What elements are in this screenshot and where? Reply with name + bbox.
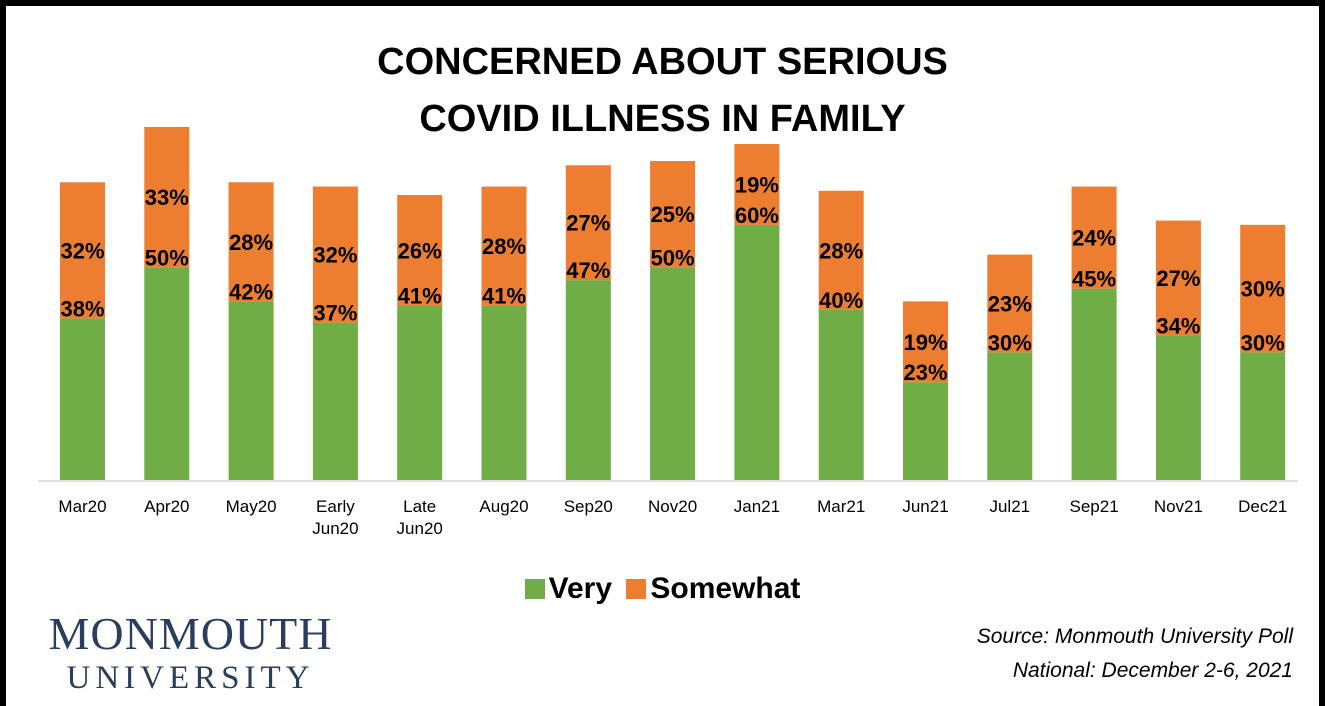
bar-very	[650, 267, 696, 480]
legend-item-somewhat: Somewhat	[626, 572, 800, 606]
category-label: Jul21	[989, 497, 1030, 516]
data-label-somewhat: 24%	[1072, 226, 1116, 251]
source-note: Source: Monmouth University Poll Nationa…	[977, 620, 1293, 688]
category-label: Early Jun20	[312, 497, 358, 538]
bar-somewhat	[397, 195, 443, 306]
data-label-very: 37%	[313, 301, 357, 326]
bar-very	[987, 352, 1033, 480]
bar-very	[312, 322, 358, 480]
data-label-somewhat: 26%	[398, 238, 442, 263]
logo-line-2: UNIVERSITY	[66, 660, 315, 696]
chart-title-line-1: CONCERNED ABOUT SERIOUS	[377, 41, 948, 83]
data-label-very: 41%	[398, 284, 442, 309]
data-label-very: 40%	[819, 288, 863, 313]
data-label-very: 30%	[988, 330, 1032, 355]
category-label: Late Jun20	[397, 497, 443, 538]
data-label-somewhat: 27%	[566, 211, 610, 236]
bar-somewhat	[1071, 186, 1117, 289]
category-label: Sep21	[1070, 497, 1119, 516]
bar-somewhat	[1240, 224, 1286, 353]
bar-very	[734, 224, 780, 480]
data-label-very: 42%	[229, 279, 273, 304]
data-label-very: 23%	[903, 360, 947, 385]
monmouth-university-logo: MONMOUTH UNIVERSITY	[18, 610, 363, 698]
data-label-somewhat: 25%	[651, 202, 695, 227]
category-label: Sep20	[564, 497, 613, 516]
data-label-somewhat: 30%	[1241, 277, 1285, 302]
bar-somewhat	[144, 127, 190, 268]
chart-title-line-2: COVID ILLNESS IN FAMILY	[419, 98, 906, 140]
bar-somewhat	[903, 301, 948, 383]
bar-very	[565, 280, 611, 480]
bar-somewhat	[481, 186, 527, 306]
category-label: Jan21	[734, 497, 780, 516]
data-label-very: 45%	[1072, 267, 1116, 292]
bar-somewhat	[818, 190, 864, 310]
bar-very	[228, 301, 274, 480]
source-line-2: National: December 2-6, 2021	[1012, 659, 1293, 682]
category-label: Jun21	[902, 497, 948, 516]
category-label: Apr20	[144, 497, 189, 516]
category-label: Nov21	[1154, 497, 1203, 516]
data-label-somewhat: 32%	[60, 238, 104, 263]
category-label: Mar20	[58, 497, 106, 516]
data-label-somewhat: 28%	[229, 230, 273, 255]
data-label-very: 50%	[651, 245, 695, 270]
bar-somewhat	[312, 186, 358, 323]
data-label-somewhat: 27%	[1156, 266, 1200, 291]
data-label-somewhat: 28%	[819, 238, 863, 263]
bars-group	[60, 127, 1286, 480]
bar-very	[1071, 288, 1117, 480]
bar-somewhat	[1155, 220, 1201, 336]
category-label: Dec21	[1238, 497, 1287, 516]
bar-somewhat	[565, 165, 611, 281]
data-label-very: 47%	[566, 258, 610, 283]
data-label-very: 34%	[1156, 313, 1200, 338]
bar-somewhat	[650, 161, 696, 268]
bar-very	[144, 267, 190, 480]
bar-somewhat	[228, 182, 274, 302]
data-label-very: 50%	[145, 245, 189, 270]
bar-very	[903, 382, 948, 480]
data-label-somewhat: 19%	[903, 330, 947, 355]
data-label-somewhat: 23%	[988, 292, 1032, 317]
data-labels-group: 38% 32% 50% 33% 42% 28% 37% 32% 41% 26% 41% 28% 47% 2…	[60, 172, 1284, 385]
bar-very	[397, 305, 443, 480]
source-line-1: Source: Monmouth University Poll	[976, 625, 1293, 648]
data-label-very: 30%	[1241, 330, 1285, 355]
category-label: May20	[226, 497, 277, 516]
legend-item-very: Very	[524, 572, 613, 606]
data-label-very: 60%	[735, 203, 779, 228]
bar-very	[60, 318, 105, 480]
data-label-somewhat: 32%	[313, 243, 357, 268]
category-label: Mar21	[817, 497, 865, 516]
legend: Very Somewhat	[0, 572, 1325, 607]
legend-swatch-very	[524, 579, 545, 599]
category-labels-group: Mar20 Apr20 May20 Early Jun20 Late Jun20 Aug20 S…	[58, 497, 1287, 538]
category-label: Aug20	[479, 497, 528, 516]
bar-very	[818, 309, 864, 480]
legend-label-very: Very	[548, 572, 613, 605]
data-label-very: 41%	[482, 284, 526, 309]
bar-very	[1240, 352, 1286, 480]
logo-line-1: MONMOUTH	[48, 608, 333, 659]
data-label-somewhat: 19%	[735, 172, 779, 197]
data-label-very: 38%	[60, 296, 104, 321]
bar-somewhat	[987, 254, 1033, 353]
bar-very	[1155, 335, 1201, 480]
bar-very	[481, 305, 527, 480]
legend-swatch-somewhat	[626, 579, 647, 599]
bar-somewhat	[734, 144, 780, 225]
chart-title: CONCERNED ABOUT SERIOUS COVID ILLNESS IN…	[0, 34, 1325, 148]
data-label-somewhat: 28%	[482, 234, 526, 259]
category-label: Nov20	[648, 497, 697, 516]
bar-somewhat	[60, 182, 105, 319]
legend-label-somewhat: Somewhat	[650, 572, 801, 605]
data-label-somewhat: 33%	[145, 185, 189, 210]
